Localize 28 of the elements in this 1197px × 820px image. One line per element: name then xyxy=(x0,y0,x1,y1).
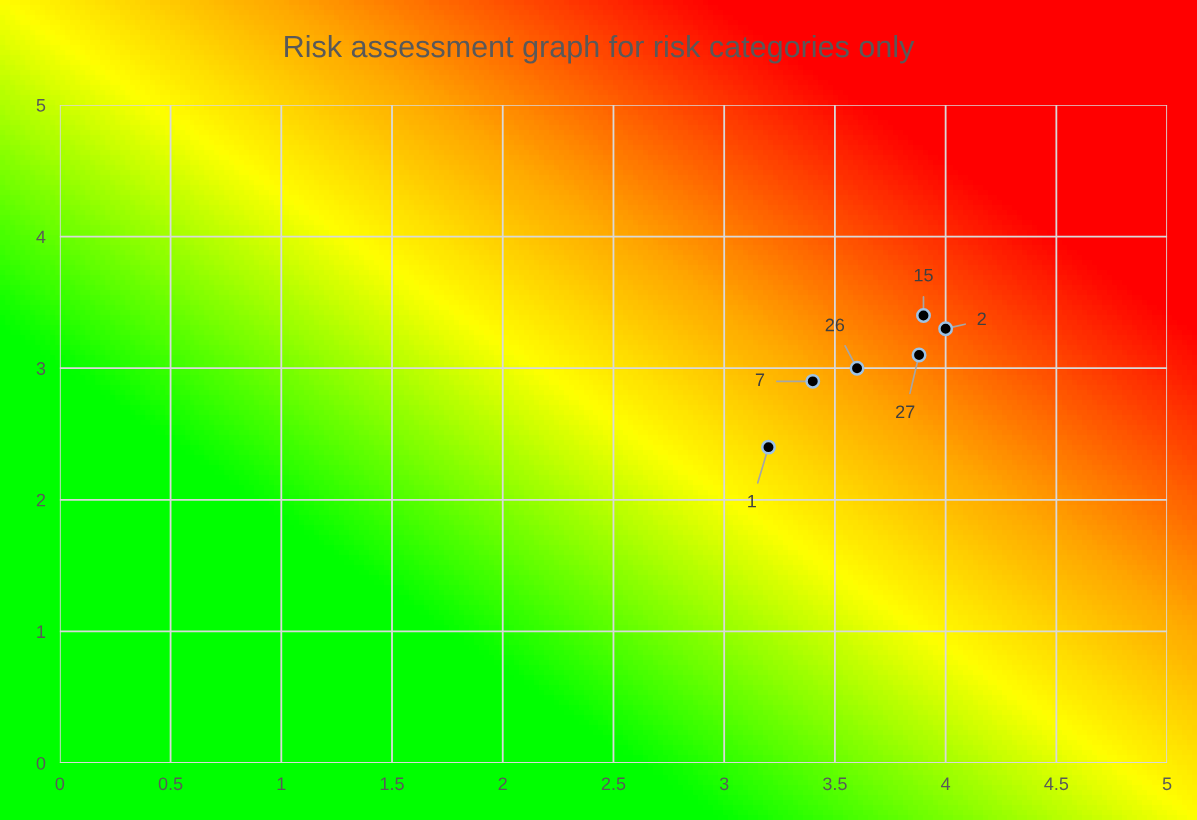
point xyxy=(916,308,931,323)
x-tick-label: 2.5 xyxy=(601,777,626,791)
point xyxy=(761,439,776,455)
y-tick-label: 5 xyxy=(36,99,46,112)
y-tick-label: 4 xyxy=(36,230,46,244)
x-tick-label: 4.5 xyxy=(1044,777,1069,791)
y-tick-label: 2 xyxy=(36,493,46,507)
x-tick-label: 3 xyxy=(719,777,729,791)
annotation: 27 xyxy=(896,405,915,419)
x-tick-label: 0.5 xyxy=(158,777,183,791)
y-tick-label: 0 xyxy=(36,756,46,770)
point xyxy=(805,373,821,389)
y-tick-label: 1 xyxy=(37,625,46,638)
annotation: 7 xyxy=(755,373,765,387)
y-tick-label: 3 xyxy=(36,362,46,375)
annotation: 2 xyxy=(977,312,986,326)
x-tick-label: 1 xyxy=(277,777,286,790)
point xyxy=(849,360,865,376)
x-tick-label: 4 xyxy=(941,777,951,790)
x-tick-label: 1.5 xyxy=(380,777,404,791)
point xyxy=(911,347,927,363)
x-tick-label: 5 xyxy=(1162,777,1172,791)
chart-title: Risk assessment graph for risk categories only xyxy=(285,34,915,64)
annotation: 15 xyxy=(914,268,933,282)
x-tick-label: 0 xyxy=(55,777,65,791)
x-tick-label: 2 xyxy=(498,777,507,790)
point xyxy=(938,321,954,337)
x-tick-label: 3.5 xyxy=(823,777,847,791)
